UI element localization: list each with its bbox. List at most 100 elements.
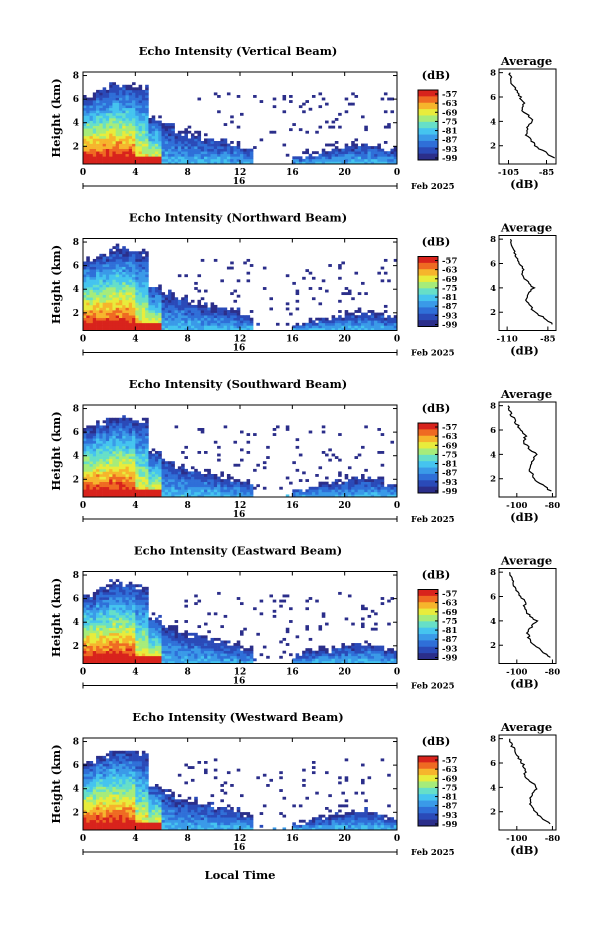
heatmap-cell xyxy=(96,620,100,623)
heatmap-cell xyxy=(141,630,146,634)
heatmap-cell xyxy=(226,484,231,488)
heatmap-cell xyxy=(128,630,133,634)
heatmap-cell xyxy=(92,607,97,611)
heatmap-cell xyxy=(128,325,133,329)
heatmap-cell xyxy=(197,289,202,293)
heatmap-cell xyxy=(338,299,342,303)
heatmap-cell xyxy=(380,484,385,488)
heatmap-cell xyxy=(145,141,149,144)
heatmap-cell xyxy=(122,484,126,488)
heatmap-cell xyxy=(213,148,218,152)
heatmap-cell xyxy=(83,468,87,472)
x-tick-label: 20 xyxy=(338,335,351,345)
heatmap-cell xyxy=(128,266,133,270)
heatmap-cell xyxy=(220,325,224,329)
average-y-tick-label: 2 xyxy=(490,308,496,318)
heatmap-cell xyxy=(122,594,126,598)
heatmap-cell xyxy=(233,289,238,293)
heatmap-cell xyxy=(390,156,395,160)
heatmap-cell xyxy=(122,299,126,303)
heatmap-cell xyxy=(122,417,126,421)
heatmap-cell xyxy=(132,128,136,132)
heatmap-cell xyxy=(96,645,100,649)
heatmap-cell xyxy=(135,614,139,618)
heatmap-cell xyxy=(135,422,139,426)
heatmap-cell xyxy=(220,655,224,659)
heatmap-cell xyxy=(99,153,103,157)
heatmap-cell xyxy=(174,312,179,316)
heatmap-cell xyxy=(164,632,169,636)
heatmap-cell xyxy=(122,112,126,116)
heatmap-cell xyxy=(145,604,149,608)
heatmap-cell xyxy=(161,138,166,142)
heatmap-cell xyxy=(138,315,143,319)
heatmap-cell xyxy=(168,125,172,129)
heatmap-cell xyxy=(344,148,349,152)
heatmap-cell xyxy=(141,264,146,267)
heatmap-cell xyxy=(118,120,123,124)
heatmap-cell xyxy=(112,112,117,116)
heatmap-cell xyxy=(99,471,103,475)
heatmap-cell xyxy=(141,279,146,283)
heatmap-cell xyxy=(105,304,110,308)
heatmap-cell xyxy=(132,494,136,498)
heatmap-cell xyxy=(315,489,319,493)
heatmap-cell xyxy=(298,491,303,495)
heatmap-cell xyxy=(154,148,159,152)
heatmap-cell xyxy=(92,637,97,641)
heatmap-cell xyxy=(86,294,90,298)
heatmap-cell xyxy=(236,279,241,283)
heatmap-cell xyxy=(135,256,139,260)
heatmap-cell xyxy=(161,484,166,488)
heatmap-cell xyxy=(128,645,133,649)
heatmap-cell xyxy=(118,128,123,132)
heatmap-cell xyxy=(181,299,185,303)
heatmap-cell xyxy=(220,148,224,152)
heatmap-cell xyxy=(109,289,113,293)
heatmap-cell xyxy=(141,476,146,480)
heatmap-cell xyxy=(184,655,188,659)
heatmap-cell xyxy=(89,289,94,293)
heatmap-cell xyxy=(125,161,130,165)
heatmap-cell xyxy=(145,304,149,308)
heatmap-cell xyxy=(132,115,136,119)
heatmap-cell xyxy=(92,115,97,119)
heatmap-cell xyxy=(240,481,244,485)
heatmap-cell xyxy=(115,246,120,250)
heatmap-cell xyxy=(125,655,130,659)
x-tick-label: 12 xyxy=(234,335,247,345)
heatmap-cell xyxy=(83,440,87,444)
heatmap-cell xyxy=(158,640,162,644)
heatmap-cell xyxy=(135,251,139,255)
heatmap-cell xyxy=(187,151,192,155)
heatmap-cell xyxy=(292,461,296,465)
heatmap-cell xyxy=(390,484,395,488)
heatmap-cell xyxy=(125,310,130,313)
heatmap-cell xyxy=(92,440,97,444)
heatmap-cell xyxy=(181,643,185,646)
heatmap-cell xyxy=(246,660,251,664)
average-frame xyxy=(498,68,557,165)
heatmap-cell xyxy=(118,440,123,444)
heatmap-cell xyxy=(223,325,228,329)
heatmap-cell xyxy=(128,148,133,152)
heatmap-cell xyxy=(282,637,287,641)
heatmap-cell xyxy=(96,89,100,93)
heatmap-cell xyxy=(92,591,97,595)
heatmap-cell xyxy=(112,327,117,331)
heatmap-cell xyxy=(154,484,159,488)
heatmap-cell xyxy=(115,640,120,644)
heatmap-cell xyxy=(109,617,113,621)
heatmap-cell xyxy=(217,458,221,462)
heatmap-cell xyxy=(115,269,120,273)
heatmap-cell xyxy=(151,294,156,298)
heatmap-cell xyxy=(204,468,208,472)
heatmap-cell xyxy=(246,158,251,162)
heatmap-cell xyxy=(338,322,342,326)
heatmap-cell xyxy=(102,604,107,608)
heatmap-cell xyxy=(171,481,175,485)
heatmap-cell xyxy=(89,448,94,452)
heatmap-cell xyxy=(109,614,113,618)
heatmap-cell xyxy=(164,650,169,654)
heatmap-cell xyxy=(141,655,146,659)
